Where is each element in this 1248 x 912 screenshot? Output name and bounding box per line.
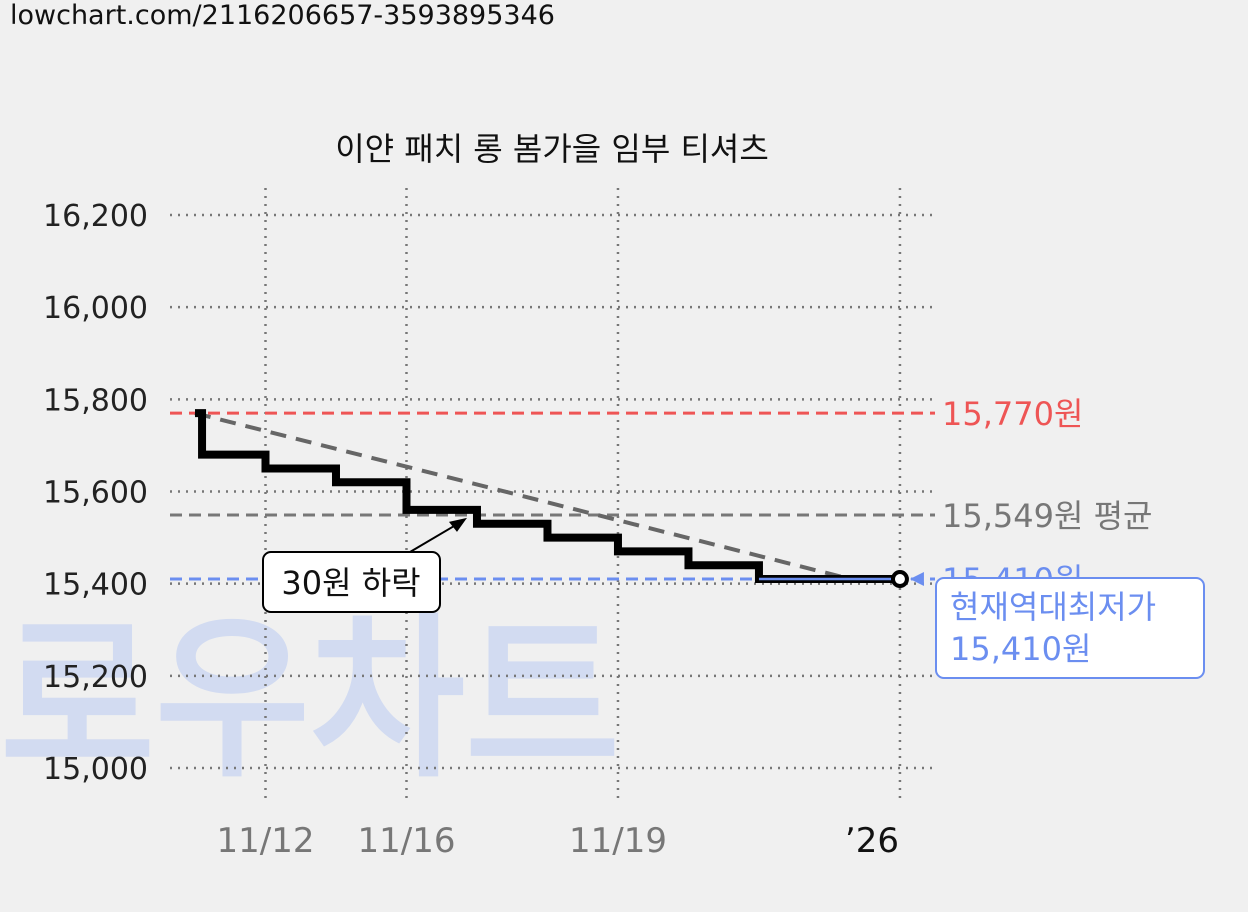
x-tick-label: ’26 bbox=[845, 821, 899, 861]
current-price-marker bbox=[890, 570, 909, 589]
trend-line bbox=[194, 411, 852, 581]
y-tick-label: 16,200 bbox=[43, 199, 148, 234]
x-axis: 11/12 11/16 11/19 ’26 bbox=[217, 821, 899, 861]
y-tick-label: 16,000 bbox=[43, 291, 148, 326]
low-price-text: 15,410원 bbox=[950, 630, 1091, 668]
watermark: 로우차트 bbox=[0, 599, 620, 802]
price-step-line bbox=[195, 409, 900, 584]
reference-line-label: 15,549원 평균 bbox=[942, 497, 1152, 535]
y-tick-label: 15,200 bbox=[43, 660, 148, 695]
trend-layer bbox=[194, 411, 852, 581]
x-tick-label: 11/12 bbox=[217, 821, 315, 861]
y-axis: 16,200 16,000 15,800 15,600 15,400 15,200 15,0… bbox=[43, 199, 148, 787]
y-tick-label: 15,800 bbox=[43, 383, 148, 418]
low-price-arrowhead bbox=[909, 572, 924, 587]
annotation-arrow bbox=[409, 521, 462, 553]
url-text: lowchart.com/2116206657-3593895346 bbox=[10, 0, 555, 31]
annotation-text: 30원 하락 bbox=[281, 564, 420, 602]
low-price-text: 현재역대최저가 bbox=[950, 588, 1156, 626]
x-tick-label: 11/19 bbox=[569, 821, 667, 861]
series-layer bbox=[195, 409, 909, 589]
reference-line-label: 15,770원 bbox=[942, 395, 1083, 433]
x-tick-label: 11/16 bbox=[357, 821, 455, 861]
low-price-box bbox=[935, 577, 1205, 679]
y-tick-label: 15,600 bbox=[43, 476, 148, 511]
annotation-arrowhead bbox=[448, 517, 467, 532]
annotation-box bbox=[262, 551, 441, 613]
y-tick-label: 15,400 bbox=[43, 568, 148, 603]
chart-title: 이얀 패치 롱 봄가을 임부 티셔츠 bbox=[335, 130, 769, 168]
y-tick-label: 15,000 bbox=[43, 752, 148, 787]
